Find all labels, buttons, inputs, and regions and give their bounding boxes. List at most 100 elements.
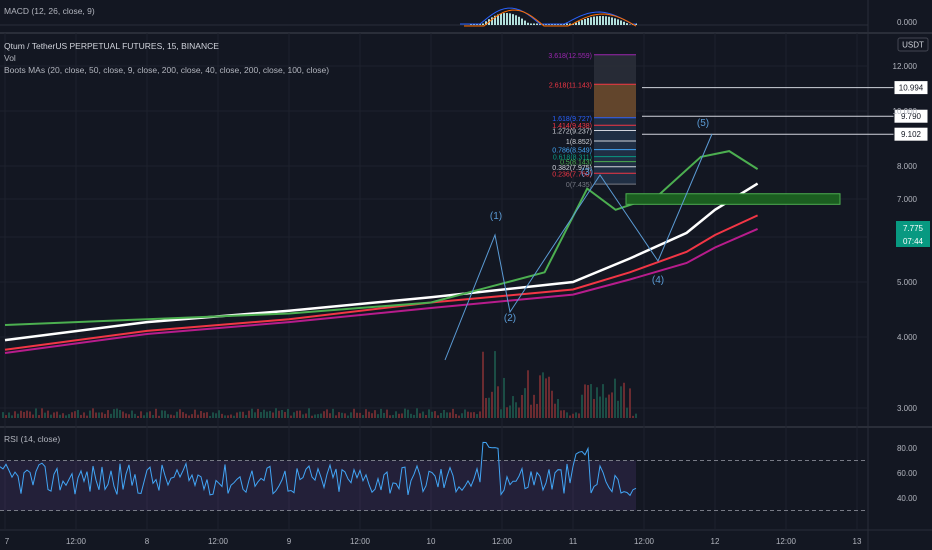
- volume-bar: [257, 408, 259, 418]
- macd-signal-line: [464, 9, 637, 27]
- fib-level-label: 3.618(12.559): [548, 53, 592, 60]
- fib-level-label: 0.618(8.311): [553, 155, 592, 162]
- volume-bar: [212, 412, 214, 418]
- volume-bar: [590, 384, 592, 418]
- volume-bar: [218, 410, 220, 418]
- volume-bars: [2, 351, 637, 418]
- volume-bar: [344, 413, 346, 418]
- volume-bar: [233, 415, 235, 418]
- volume-bar: [191, 414, 193, 418]
- macd-histogram-bar: [626, 23, 628, 25]
- macd-histogram-bar: [593, 16, 595, 25]
- volume-bar: [587, 385, 589, 418]
- volume-bar: [116, 408, 118, 418]
- volume-bar: [125, 413, 127, 418]
- currency-badge[interactable]: [897, 37, 929, 52]
- volume-bar: [569, 415, 571, 418]
- volume-bar: [71, 412, 73, 418]
- volume-bar: [530, 404, 532, 418]
- volume-bar: [350, 412, 352, 418]
- fib-level-label: 2.618(11.143): [549, 82, 592, 89]
- fib-level-label: 1.272(9.237): [552, 129, 592, 136]
- volume-bar: [206, 412, 208, 418]
- volume-bar: [101, 412, 103, 418]
- macd-axis-value: 0.000: [897, 18, 918, 27]
- volume-bar: [287, 408, 289, 418]
- macd-label: MACD (12, 26, close, 9): [4, 6, 95, 16]
- volume-bar: [593, 398, 595, 418]
- fib-level-label: 1(8.852): [566, 139, 592, 146]
- volume-bar: [434, 411, 436, 418]
- currency-label: USDT: [902, 41, 924, 50]
- price-tick-label: 8.000: [897, 162, 918, 171]
- volume-bar: [134, 413, 136, 418]
- volume-bar: [188, 415, 190, 418]
- volume-bar: [317, 414, 319, 418]
- volume-bar: [353, 408, 355, 418]
- time-tick-label: 12:00: [492, 537, 513, 546]
- volume-bar: [422, 411, 424, 418]
- volume-bar: [581, 394, 583, 418]
- price-tick-label: 7.000: [897, 195, 918, 204]
- volume-bar: [392, 414, 394, 418]
- macd-histogram-bar: [572, 24, 574, 25]
- volume-bar: [323, 411, 325, 418]
- macd-histogram-bar: [581, 20, 583, 25]
- volume-bar: [440, 412, 442, 418]
- volume-bar: [272, 412, 274, 418]
- volume-bar: [77, 409, 79, 418]
- price-tick-label: 12.000: [893, 62, 918, 71]
- wave-label: (4): [652, 275, 664, 286]
- macd-histogram-bar: [515, 15, 517, 25]
- volume-bar: [50, 414, 52, 418]
- volume-bar: [536, 403, 538, 418]
- volume-bar: [359, 412, 361, 418]
- target-price-label: 9.102: [901, 130, 922, 139]
- volume-bar: [602, 384, 604, 418]
- volume-bar: [299, 410, 301, 418]
- volume-bar: [68, 414, 70, 418]
- volume-bar: [500, 409, 502, 418]
- volume-bar: [377, 414, 379, 418]
- volume-bar: [368, 411, 370, 418]
- volume-bar: [254, 412, 256, 418]
- volume-bar: [539, 375, 541, 418]
- volume-bar: [269, 410, 271, 418]
- volume-bar: [5, 415, 7, 418]
- volume-bar: [491, 391, 493, 418]
- volume-bar: [578, 413, 580, 418]
- volume-bar: [575, 412, 577, 418]
- macd-histogram-bar: [623, 21, 625, 25]
- volume-bar: [98, 412, 100, 418]
- fib-level-label: 0.236(7.769): [552, 171, 592, 178]
- macd-histogram-bar: [491, 17, 493, 25]
- volume-bar: [326, 409, 328, 418]
- volume-bar: [311, 415, 313, 418]
- ma-line: [4, 150, 759, 326]
- volume-bar: [65, 415, 67, 418]
- macd-histogram-bar: [518, 16, 520, 25]
- countdown-badge: [896, 234, 930, 247]
- volume-bar: [200, 411, 202, 418]
- volume-bar: [152, 414, 154, 418]
- volume-bar: [164, 410, 166, 418]
- macd-histogram-bar: [500, 13, 502, 25]
- volume-bar: [554, 403, 556, 418]
- volume-bar: [497, 386, 499, 418]
- macd-histogram-bar: [512, 14, 514, 25]
- volume-bar: [470, 412, 472, 418]
- volume-bar: [74, 411, 76, 418]
- rsi-panel: 80.00 60.00 40.00: [0, 441, 918, 511]
- volume-bar: [329, 413, 331, 418]
- volume-bar: [629, 388, 631, 418]
- rsi-label: RSI (14, close): [4, 434, 60, 444]
- time-tick-label: 12:00: [776, 537, 797, 546]
- price-tick-label: 10.000: [893, 107, 918, 116]
- volume-bar: [389, 415, 391, 418]
- volume-bar: [296, 410, 298, 418]
- time-tick-label: 7: [5, 537, 10, 546]
- volume-bar: [395, 411, 397, 418]
- volume-bar: [239, 411, 241, 418]
- volume-bar: [209, 415, 211, 418]
